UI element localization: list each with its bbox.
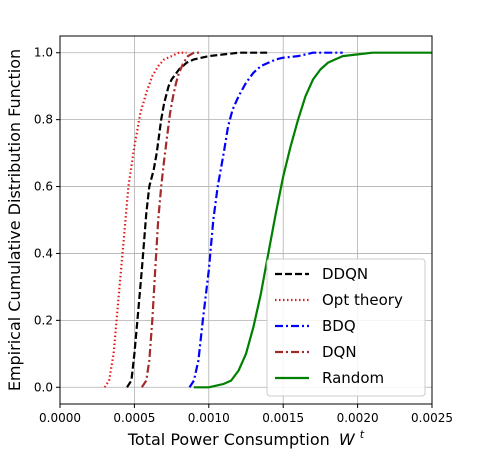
- series-line-bdq: [188, 51, 343, 388]
- x-axis-label-text: Total Power Consumption: [127, 430, 330, 449]
- y-tick-label: 0.6: [34, 180, 53, 194]
- x-axis-label-symbol: W: [339, 430, 356, 449]
- legend-label: Random: [322, 369, 384, 387]
- x-tick-label: 0.0000: [39, 411, 81, 425]
- series-lines: [103, 51, 432, 389]
- x-tick-label: 0.0005: [113, 411, 155, 425]
- axis-ticks: 0.0000 0.0005 0.0010 0.0015 0.0020 0.0025 0.0 0…: [34, 46, 453, 425]
- series-line-random: [193, 51, 432, 389]
- legend-label: DDQN: [322, 265, 368, 283]
- y-tick-label: 0.8: [34, 113, 53, 127]
- legend-label: DQN: [322, 343, 357, 361]
- y-tick-label: 1.0: [34, 46, 53, 60]
- x-axis-label-superscript: t: [360, 428, 365, 441]
- y-tick-label: 0.0: [34, 380, 53, 394]
- series-line-ddqn: [126, 51, 269, 388]
- series-line-opt-theory: [103, 51, 187, 388]
- legend: DDQN Opt theory BDQ DQN Random: [266, 258, 426, 397]
- y-tick-label: 0.4: [34, 246, 53, 260]
- y-axis-label: Empirical Cumulative Distribution Functi…: [5, 49, 24, 391]
- legend-label: BDQ: [322, 317, 356, 335]
- x-axis-label: Total Power Consumption W t: [127, 428, 365, 449]
- x-tick-label: 0.0025: [411, 411, 453, 425]
- y-tick-label: 0.2: [34, 313, 53, 327]
- plot-frame: [59, 35, 433, 405]
- series-line-dqn: [140, 51, 202, 388]
- legend-box: [266, 258, 426, 397]
- x-tick-label: 0.0020: [337, 411, 379, 425]
- x-tick-label: 0.0010: [188, 411, 230, 425]
- legend-label: Opt theory: [322, 291, 403, 309]
- x-tick-label: 0.0015: [262, 411, 304, 425]
